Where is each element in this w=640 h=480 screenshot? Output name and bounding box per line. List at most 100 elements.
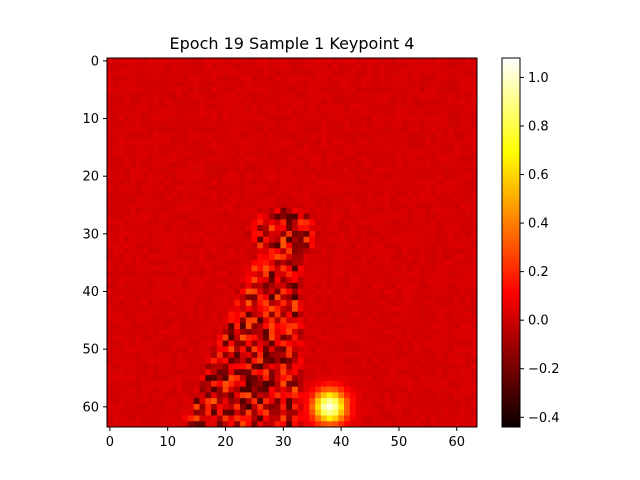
heatmap-cell <box>193 294 200 301</box>
heatmap-cell <box>413 121 420 128</box>
heatmap-cell <box>222 363 229 370</box>
heatmap-cell <box>112 398 119 405</box>
heatmap-cell <box>413 288 420 295</box>
heatmap-cell <box>159 213 166 220</box>
heatmap-cell <box>349 236 356 243</box>
heatmap-cell <box>107 386 114 393</box>
heatmap-cell <box>378 150 385 157</box>
heatmap-cell <box>112 144 119 151</box>
heatmap-cell <box>159 277 166 284</box>
heatmap-cell <box>349 144 356 151</box>
heatmap-cell <box>320 236 328 243</box>
heatmap-cell <box>257 138 264 145</box>
heatmap-cell <box>419 352 426 359</box>
heatmap-cell <box>297 132 304 140</box>
heatmap-cell <box>361 317 368 324</box>
heatmap-cell <box>344 144 351 151</box>
heatmap-cell <box>315 58 322 65</box>
heatmap-cell <box>107 173 114 180</box>
heatmap-cell <box>355 415 362 422</box>
heatmap-cell <box>349 184 356 192</box>
heatmap-cell <box>292 213 299 220</box>
heatmap-cell <box>135 236 143 243</box>
heatmap-cell <box>176 415 183 422</box>
heatmap-cell <box>170 300 177 307</box>
heatmap-cell <box>245 225 252 232</box>
heatmap-cell <box>153 144 160 151</box>
heatmap-cell <box>315 156 322 163</box>
heatmap-cell <box>384 98 391 105</box>
heatmap-cell <box>297 259 304 266</box>
heatmap-cell <box>251 219 258 226</box>
heatmap-cell <box>153 190 160 197</box>
heatmap-cell <box>401 179 409 186</box>
heatmap-cell <box>396 173 403 180</box>
heatmap-cell <box>419 92 426 99</box>
heatmap-cell <box>367 144 374 151</box>
heatmap-cell <box>164 86 171 93</box>
heatmap-cell <box>251 311 258 318</box>
heatmap-cell <box>147 230 154 238</box>
heatmap-cell <box>268 236 276 243</box>
heatmap-cell <box>471 352 478 359</box>
heatmap-cell <box>344 150 351 157</box>
heatmap-cell <box>193 138 200 145</box>
heatmap-cell <box>216 86 224 93</box>
heatmap-cell <box>465 196 472 203</box>
heatmap-cell <box>205 288 212 295</box>
heatmap-cell <box>239 392 247 399</box>
heatmap-cell <box>390 305 397 313</box>
heatmap-cell <box>222 92 229 99</box>
heatmap-cell <box>234 282 241 290</box>
heatmap-cell <box>471 202 478 209</box>
heatmap-cell <box>326 421 333 428</box>
heatmap-cell <box>355 380 362 388</box>
heatmap-cell <box>297 421 304 428</box>
heatmap-cell <box>361 86 368 93</box>
heatmap-cell <box>193 398 200 405</box>
heatmap-cell <box>199 121 206 128</box>
heatmap-cell <box>251 144 258 151</box>
heatmap-cell <box>297 115 304 122</box>
heatmap-cell <box>216 334 224 341</box>
heatmap-cell <box>141 311 148 318</box>
heatmap-cell <box>297 69 304 76</box>
heatmap-cell <box>182 248 189 255</box>
heatmap-cell <box>187 58 195 65</box>
heatmap-cell <box>274 375 281 382</box>
heatmap-cell <box>413 340 420 347</box>
heatmap-cell <box>141 375 148 382</box>
heatmap-cell <box>424 346 432 353</box>
heatmap-cell <box>396 409 403 416</box>
heatmap-cell <box>378 115 385 122</box>
heatmap-cell <box>413 86 420 93</box>
heatmap-cell <box>401 282 409 290</box>
heatmap-cell <box>297 403 304 411</box>
heatmap-cell <box>396 375 403 382</box>
heatmap-cell <box>257 248 264 255</box>
heatmap-cell <box>164 127 171 134</box>
heatmap-cell <box>465 248 472 255</box>
heatmap-cell <box>390 190 397 197</box>
heatmap-cell <box>315 380 322 388</box>
heatmap-cell <box>274 288 281 295</box>
heatmap-cell <box>453 346 461 353</box>
heatmap-cell <box>274 86 281 93</box>
colorbar-tick-label: 0.6 <box>528 168 549 183</box>
heatmap-cell <box>205 219 212 226</box>
heatmap-cell <box>459 392 466 399</box>
heatmap-cell <box>234 386 241 393</box>
heatmap-cell <box>239 415 247 422</box>
heatmap-cell <box>222 277 229 284</box>
heatmap-cell <box>372 254 380 261</box>
heatmap-cell <box>413 104 420 111</box>
heatmap-cell <box>130 259 137 266</box>
heatmap-cell <box>471 156 478 163</box>
heatmap-cell <box>442 58 449 65</box>
heatmap-cell <box>245 409 252 416</box>
heatmap-cell <box>176 173 183 180</box>
heatmap-cell <box>459 421 466 428</box>
heatmap-cell <box>263 277 270 284</box>
heatmap-cell <box>263 375 270 382</box>
heatmap-cell <box>251 386 258 393</box>
